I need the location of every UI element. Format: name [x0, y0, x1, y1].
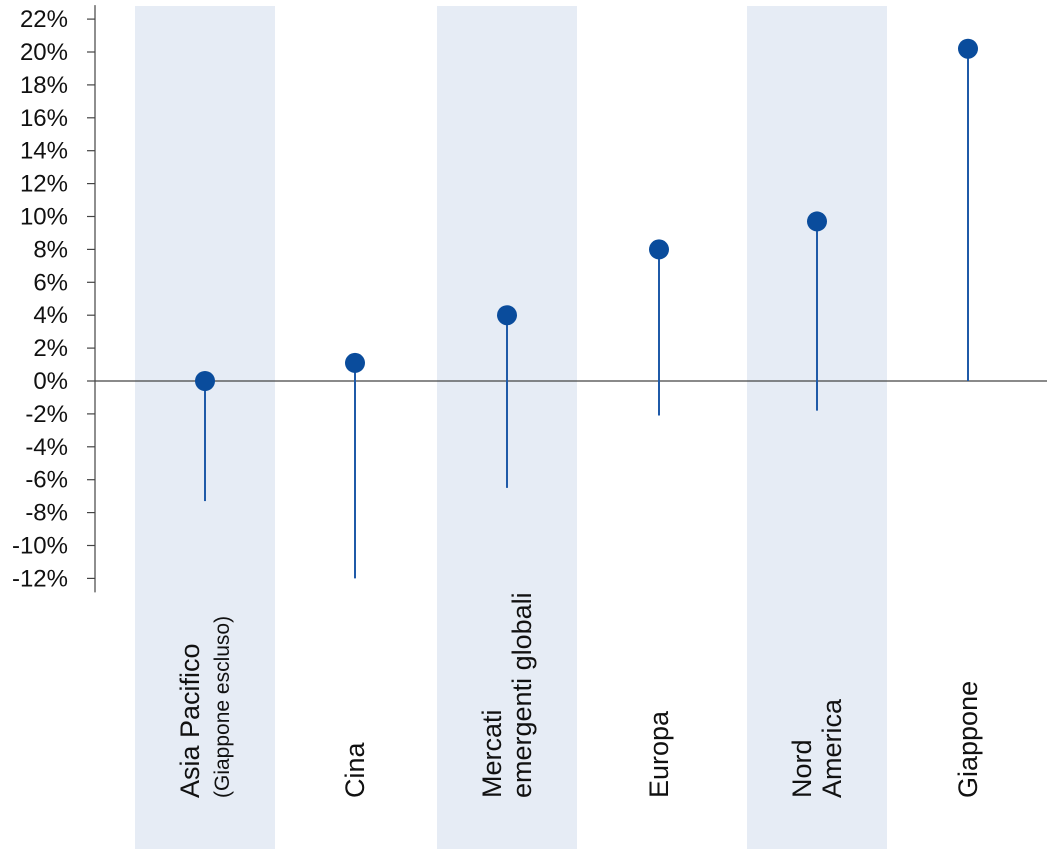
- category-label: emergenti globali: [507, 592, 537, 798]
- category-label: Asia Pacifico: [175, 643, 205, 798]
- category-label: (Giappone escluso): [211, 616, 234, 798]
- y-tick-label: 20%: [20, 39, 68, 66]
- category-label: Cina: [340, 741, 370, 798]
- value-dot: [345, 352, 365, 373]
- y-tick-label: 10%: [20, 204, 68, 231]
- y-tick-label: 2%: [33, 335, 68, 362]
- category-label: Giappone: [953, 681, 983, 798]
- value-dot: [807, 211, 827, 232]
- y-tick-label: 22%: [20, 6, 68, 33]
- category-label: Europa: [644, 710, 674, 798]
- x-axis-category-labels: Asia Pacifico (Giappone escluso) Cina Merca…: [175, 592, 983, 798]
- y-tick-label: 16%: [20, 105, 68, 132]
- category-label: Mercati: [477, 709, 507, 798]
- y-tick-label: -10%: [12, 533, 68, 560]
- y-tick-label: -12%: [12, 565, 68, 592]
- y-tick-label: 8%: [33, 236, 68, 263]
- y-tick-label: -4%: [25, 434, 68, 461]
- y-tick-label: -8%: [25, 500, 68, 527]
- y-tick-label: 6%: [33, 269, 68, 296]
- value-dot: [649, 239, 669, 260]
- value-dot: [958, 38, 978, 59]
- category-label: America: [817, 698, 847, 798]
- category-band: [747, 6, 887, 849]
- data-marks: [195, 38, 978, 579]
- y-axis-tick-labels: 22% 20% 18% 16% 14% 12% 10% 8% 6% 4% 2% 0% -2% -4% -6%…: [12, 6, 95, 592]
- y-tick-label: 4%: [33, 302, 68, 329]
- y-tick-label: -2%: [25, 401, 68, 428]
- y-tick-label: 18%: [20, 72, 68, 99]
- axes: [94, 5, 1047, 593]
- value-dot: [497, 305, 517, 326]
- category-label: Nord: [787, 739, 817, 798]
- y-tick-label: 14%: [20, 138, 68, 165]
- y-tick-label: 12%: [20, 171, 68, 198]
- value-dot: [195, 371, 215, 391]
- y-tick-label: 0%: [33, 368, 68, 395]
- y-tick-label: -6%: [25, 467, 68, 494]
